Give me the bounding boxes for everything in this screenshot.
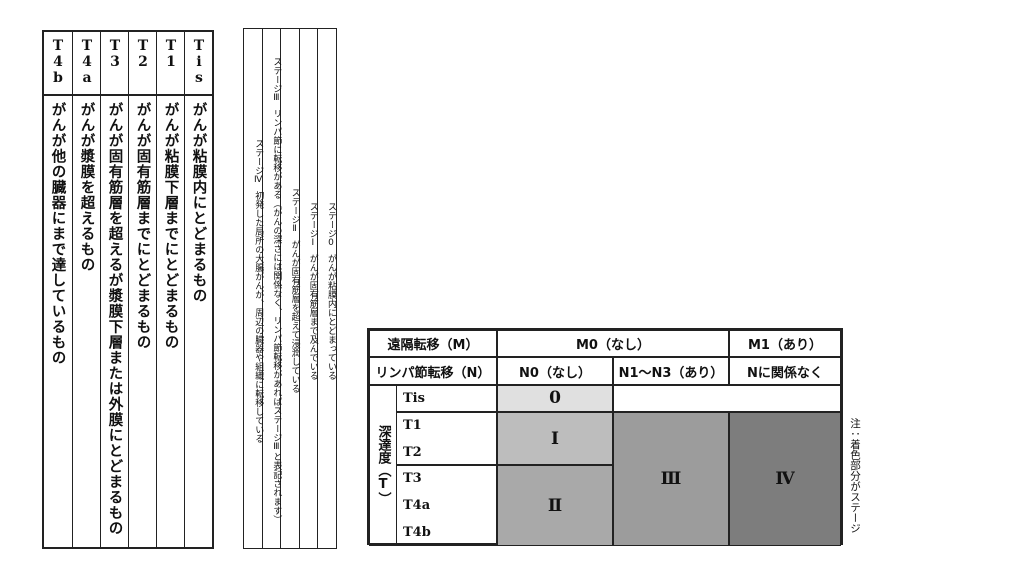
n-any-header: Nに関係なく xyxy=(729,357,841,385)
stage-label: ステージ0 xyxy=(325,201,336,248)
t-group: T3 T4a T4b xyxy=(396,465,497,546)
t-desc-text: がんが粘膜内にとどまるもの xyxy=(190,102,207,304)
t-desc-text: がんが固有筋層までにとどまるもの xyxy=(134,102,151,350)
stage-label: ステージⅡ xyxy=(289,188,300,234)
t-desc-text: がんが粘膜下層までにとどまるもの xyxy=(162,102,179,350)
t-desc-text: がんが他の臓器にまで達しているもの xyxy=(49,102,66,366)
stage-column: ステージⅣ 初発した局所の大腸がんが、周辺の臓器や組織に転移している xyxy=(244,29,264,548)
stage-3: Ⅲ xyxy=(613,411,729,546)
t-code-text: T2 xyxy=(135,38,151,70)
t-column: T2 がんが固有筋層までにとどまるもの xyxy=(128,32,157,547)
t-code-text: T4b xyxy=(50,38,66,86)
stage-0: 0 xyxy=(497,385,613,412)
m1-header: M1（あり） xyxy=(729,330,841,357)
t-desc: がんが固有筋層までにとどまるもの xyxy=(129,102,157,350)
t-code-text: T1 xyxy=(163,38,179,70)
stage-2: Ⅱ xyxy=(497,465,613,546)
stage-label: ステージⅠ xyxy=(307,201,318,248)
t-code: T3 xyxy=(101,32,129,96)
t-column: T1 がんが粘膜下層までにとどまるもの xyxy=(156,32,185,547)
note: 注：着色部分がステージ xyxy=(849,418,861,534)
t-desc: がんが固有筋層を超えるが漿膜下層または外膜にとどまるもの xyxy=(101,102,129,536)
stage-column: ステージⅡ がんが固有筋層を超えて浸潤している xyxy=(280,29,300,548)
t-row-label: T1 xyxy=(403,417,422,433)
t-desc: がんが他の臓器にまで達しているもの xyxy=(44,102,72,366)
t-desc: がんが粘膜内にとどまるもの xyxy=(185,102,213,304)
t-row-label: Tis xyxy=(403,391,425,406)
stage-desc: リンパ節に転移がある（がんの深さには関係なく、リンパ節転移があればステージⅢと表… xyxy=(271,109,282,524)
n0-header: N0（なし） xyxy=(497,357,613,385)
t-desc: がんが漿膜を超えるもの xyxy=(73,102,101,273)
stage-definition-table: ステージ0 がんが粘膜内にとどまっている ステージⅠ がんが固有筋層まで及んでいる ステ… xyxy=(243,28,337,549)
n-header: リンパ節転移（N） xyxy=(369,357,497,385)
t-desc: がんが粘膜下層までにとどまるもの xyxy=(157,102,185,350)
t-code: T2 xyxy=(129,32,157,96)
m-header: 遠隔転移（M） xyxy=(369,330,497,357)
n1-n3-header: N1〜N3（あり） xyxy=(613,357,729,385)
t-row-label: T4b xyxy=(403,524,431,540)
blank xyxy=(613,385,841,412)
stage-label: ステージⅢ xyxy=(271,57,282,103)
t-desc-text: がんが漿膜を超えるもの xyxy=(78,102,95,273)
t-row-label: T4a xyxy=(403,498,431,514)
t-column: Tis がんが粘膜内にとどまるもの xyxy=(184,32,213,547)
t-code-text: T4a xyxy=(79,38,95,86)
t-code-text: T3 xyxy=(107,38,123,70)
staging-table: 遠隔転移（M） M0（なし） M1（あり） リンパ節転移（N） N0（なし） N1〜N3（… xyxy=(367,328,843,546)
t-code: T4b xyxy=(44,32,72,96)
t-column: T3 がんが固有筋層を超えるが漿膜下層または外膜にとどまるもの xyxy=(100,32,129,547)
t-code: Tis xyxy=(185,32,213,96)
depth-label: 深達度（T） xyxy=(369,385,396,546)
t-group: Tis xyxy=(396,385,497,412)
stage-desc: がんが粘膜内にとどまっている xyxy=(325,253,336,380)
t-row-label: T2 xyxy=(403,444,422,460)
stage-4: Ⅳ xyxy=(729,411,841,546)
stage-label: ステージⅣ xyxy=(253,138,264,185)
t-code: T1 xyxy=(157,32,185,96)
stage-column: ステージⅢ リンパ節に転移がある（がんの深さには関係なく、リンパ節転移があればステ… xyxy=(262,29,282,548)
t-group: T1 T2 xyxy=(396,411,497,466)
t-desc-text: がんが固有筋層を超えるが漿膜下層または外膜にとどまるもの xyxy=(106,102,123,536)
stage-column: ステージ0 がんが粘膜内にとどまっている xyxy=(316,29,336,548)
m0-header: M0（なし） xyxy=(497,330,729,357)
stage-desc: がんが固有筋層を超えて浸潤している xyxy=(289,240,300,393)
t-column: T4a がんが漿膜を超えるもの xyxy=(72,32,101,547)
t-definition-table: Tis がんが粘膜内にとどまるもの T1 がんが粘膜下層までにとどまるもの T2 がんが固… xyxy=(42,30,214,549)
stage-1: Ⅰ xyxy=(497,411,613,466)
stage-desc: がんが固有筋層まで及んでいる xyxy=(307,253,318,380)
depth-label-text: 深達度（T） xyxy=(375,425,391,506)
stage-column: ステージⅠ がんが固有筋層まで及んでいる xyxy=(298,29,318,548)
t-column: T4b がんが他の臓器にまで達しているもの xyxy=(44,32,72,547)
t-code: T4a xyxy=(73,32,101,96)
t-row-label: T3 xyxy=(403,471,422,487)
t-code-text: Tis xyxy=(191,38,207,86)
stage-desc: 初発した局所の大腸がんが、周辺の臓器や組織に転移している xyxy=(253,190,264,443)
